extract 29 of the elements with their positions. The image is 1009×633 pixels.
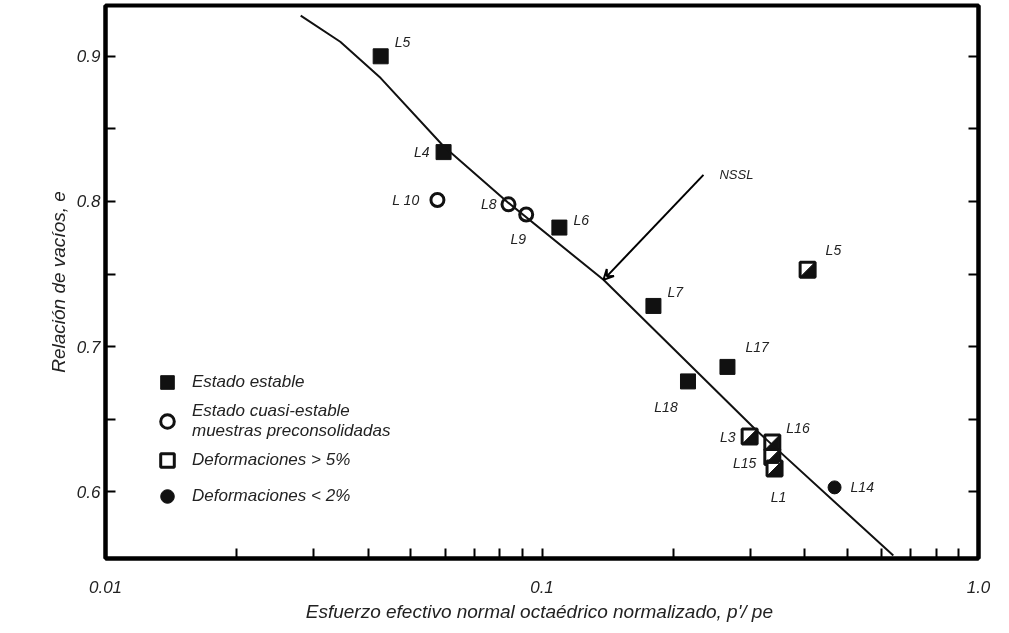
y-tick-label: 0.7	[76, 337, 102, 357]
legend-label: Estado estable	[192, 372, 305, 392]
legend-label: Estado cuasi-estable muestras preconsolidadas	[192, 401, 391, 441]
y-tick-label: 0.6	[76, 482, 102, 502]
annotation: L14	[850, 479, 875, 496]
annotation: L5	[825, 241, 842, 258]
x-tick-label: 0.1	[530, 577, 554, 597]
y-axis-title: Relación de vacíos, e	[47, 191, 69, 373]
annotation: L18	[654, 399, 678, 416]
legend-label: Deformaciones < 2%	[192, 486, 351, 506]
annotation: L8	[480, 196, 497, 213]
annotation: L16	[786, 420, 810, 437]
annotation: L7	[667, 283, 685, 300]
annotation: L5	[394, 34, 411, 51]
x-axis-title: Esfuerzo efectivo normal octaédrico normalizado, p'/ pe	[305, 600, 773, 622]
legend-label: Deformaciones > 5%	[192, 450, 351, 470]
annotation: L17	[745, 338, 771, 355]
annotation: NSSL	[719, 167, 754, 183]
x-tick-label: 1.0	[966, 577, 991, 597]
annotation: L1	[770, 488, 787, 505]
annotation: L9	[510, 230, 527, 247]
annotation: L 10	[392, 191, 420, 208]
annotation: L3	[720, 428, 736, 445]
annotation: L4	[414, 144, 430, 161]
y-tick-label: 0.9	[76, 47, 102, 67]
y-tick-label: 0.8	[76, 192, 102, 212]
annotation: L15	[732, 454, 757, 471]
x-tick-label: 0.01	[88, 577, 123, 597]
annotation: L6	[573, 211, 590, 228]
